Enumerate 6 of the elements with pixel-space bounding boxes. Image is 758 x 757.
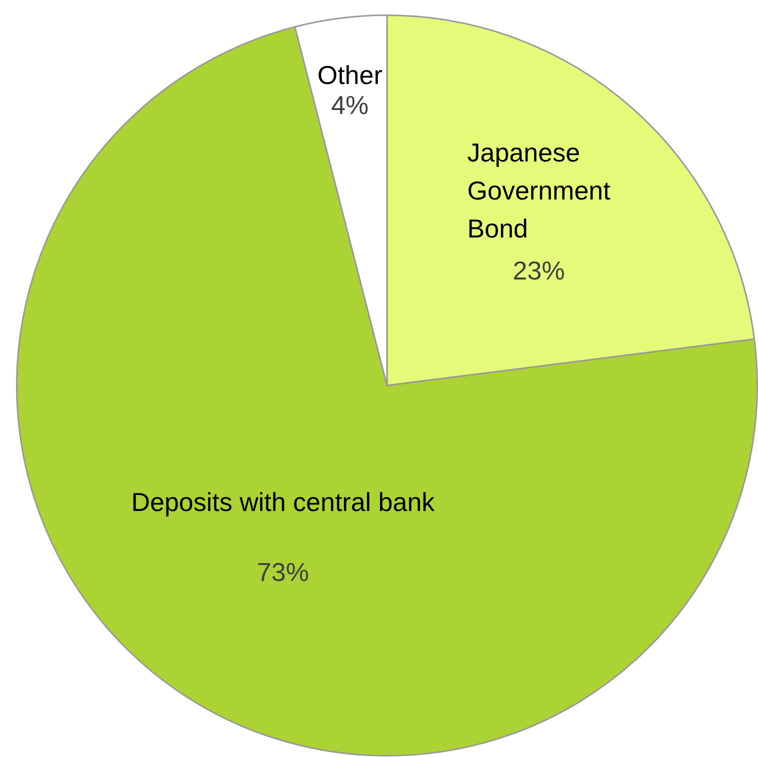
slice-label: Other — [317, 60, 383, 90]
data-label: 23% — [512, 255, 565, 286]
data-label: 4% — [331, 90, 369, 120]
data-label: 73% — [256, 556, 309, 587]
slice-label: Deposits with central bank — [131, 486, 436, 517]
slice-label: Japanese Government Bond — [467, 137, 612, 244]
